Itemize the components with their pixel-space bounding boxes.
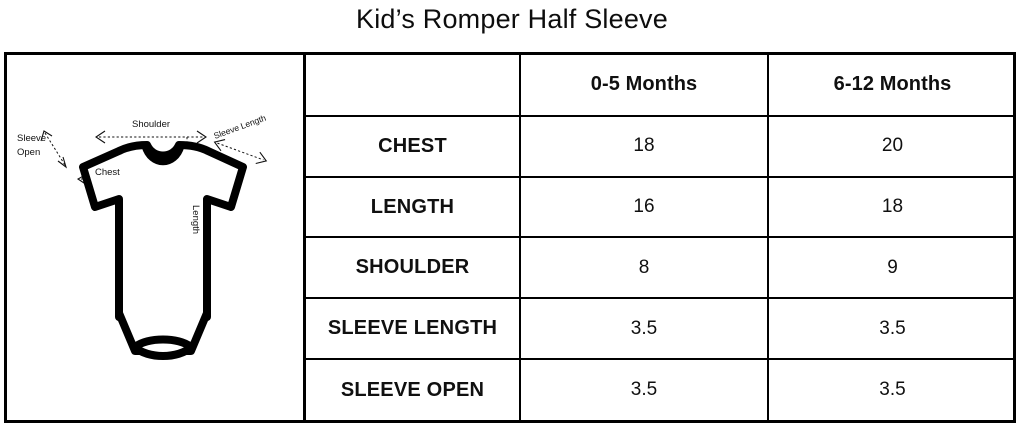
table-row: SLEEVE OPEN 3.5 3.5 — [306, 358, 1016, 420]
cell-sleeve-open-6-12: 3.5 — [767, 358, 1016, 420]
cell-chest-0-5: 18 — [519, 114, 769, 178]
chest-label: Chest — [95, 167, 120, 178]
romper-illustration: Shoulder Sleeve Length Sleeve Open Chest… — [17, 113, 268, 360]
page-title: Kid’s Romper Half Sleeve — [356, 4, 668, 34]
cell-length-0-5: 16 — [519, 175, 769, 239]
header-cell-size-0-5: 0-5 Months — [519, 55, 769, 117]
cell-length-6-12: 18 — [767, 175, 1016, 239]
sleeve-open-label-line1: Sleeve — [17, 133, 46, 144]
row-label-sleeve-open: SLEEVE OPEN — [306, 358, 521, 420]
table-header-row: 0-5 Months 6-12 Months — [306, 55, 1016, 117]
table-row: SLEEVE LENGTH 3.5 3.5 — [306, 297, 1016, 361]
sleeve-open-label-line2: Open — [17, 147, 40, 158]
cell-shoulder-6-12: 9 — [767, 236, 1016, 300]
size-chart-frame: Shoulder Sleeve Length Sleeve Open Chest… — [4, 52, 1016, 423]
cell-sleeve-length-6-12: 3.5 — [767, 297, 1016, 361]
length-label: Length — [190, 205, 201, 234]
shoulder-label: Shoulder — [132, 119, 170, 130]
cell-sleeve-open-0-5: 3.5 — [519, 358, 769, 420]
cell-sleeve-length-0-5: 3.5 — [519, 297, 769, 361]
sleeve-length-label: Sleeve Length — [212, 113, 267, 141]
row-label-length: LENGTH — [306, 175, 521, 239]
romper-body — [79, 141, 247, 360]
cell-shoulder-0-5: 8 — [519, 236, 769, 300]
sleeve-length-guide — [213, 139, 268, 165]
header-cell-size-6-12: 6-12 Months — [767, 55, 1016, 117]
garment-diagram-cell: Shoulder Sleeve Length Sleeve Open Chest… — [7, 55, 306, 420]
shoulder-guide — [95, 130, 207, 144]
cell-chest-6-12: 20 — [767, 114, 1016, 178]
header-cell-blank — [306, 55, 521, 117]
size-measurements-table: 0-5 Months 6-12 Months CHEST 18 20 LENGT… — [306, 55, 1016, 420]
sleeve-open-guide — [40, 130, 68, 169]
table-row: SHOULDER 8 9 — [306, 236, 1016, 300]
table-row: LENGTH 16 18 — [306, 175, 1016, 239]
table-row: CHEST 18 20 — [306, 114, 1016, 178]
row-label-chest: CHEST — [306, 114, 521, 178]
row-label-shoulder: SHOULDER — [306, 236, 521, 300]
row-label-sleeve-length: SLEEVE LENGTH — [306, 297, 521, 361]
